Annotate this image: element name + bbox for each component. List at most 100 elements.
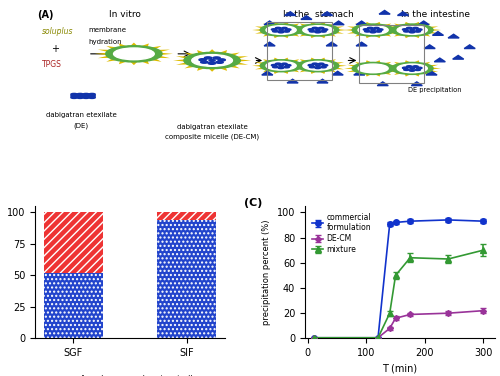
Circle shape — [308, 29, 314, 30]
Circle shape — [297, 24, 339, 36]
Text: In the intestine: In the intestine — [400, 10, 469, 19]
Circle shape — [368, 27, 373, 29]
Circle shape — [297, 60, 339, 72]
Y-axis label: percentage of DE (%): percentage of DE (%) — [0, 227, 2, 317]
Circle shape — [402, 29, 408, 30]
Polygon shape — [289, 58, 347, 74]
Legend: free drug, drug in micelle: free drug, drug in micelle — [60, 372, 200, 376]
Circle shape — [209, 59, 215, 61]
Circle shape — [312, 63, 318, 65]
Circle shape — [310, 66, 315, 68]
Bar — [44, 273, 103, 338]
Text: In the  stomach: In the stomach — [282, 10, 354, 19]
Circle shape — [89, 95, 96, 97]
Circle shape — [278, 31, 283, 33]
Circle shape — [260, 24, 302, 36]
Circle shape — [282, 27, 287, 29]
Circle shape — [83, 95, 89, 97]
Text: (C): (C) — [244, 198, 262, 208]
Bar — [158, 212, 216, 220]
Circle shape — [404, 69, 409, 70]
Circle shape — [364, 29, 369, 30]
Bar — [44, 212, 103, 273]
Circle shape — [320, 66, 326, 68]
Circle shape — [272, 66, 278, 68]
Text: membrane: membrane — [88, 27, 126, 33]
Polygon shape — [332, 71, 343, 75]
Circle shape — [286, 65, 291, 66]
Circle shape — [266, 61, 296, 70]
Polygon shape — [383, 60, 441, 77]
Circle shape — [77, 97, 84, 99]
Circle shape — [213, 57, 220, 59]
Circle shape — [310, 30, 315, 32]
Polygon shape — [356, 21, 367, 25]
Circle shape — [218, 59, 226, 61]
Polygon shape — [464, 45, 475, 49]
Circle shape — [374, 27, 379, 29]
Polygon shape — [354, 71, 365, 75]
Circle shape — [276, 63, 281, 65]
Circle shape — [279, 65, 283, 67]
Circle shape — [397, 26, 428, 34]
Text: dabigatran etexilate: dabigatran etexilate — [176, 124, 248, 130]
Polygon shape — [424, 45, 435, 49]
Circle shape — [204, 57, 212, 59]
Circle shape — [284, 30, 290, 32]
Circle shape — [83, 93, 89, 95]
Circle shape — [89, 97, 96, 99]
Text: In vitro: In vitro — [109, 10, 140, 19]
Polygon shape — [285, 12, 296, 15]
Circle shape — [286, 29, 291, 30]
Circle shape — [415, 69, 420, 71]
Circle shape — [272, 30, 278, 32]
Circle shape — [71, 93, 78, 95]
Circle shape — [410, 68, 414, 69]
Circle shape — [316, 29, 320, 31]
Circle shape — [406, 66, 412, 67]
Circle shape — [402, 67, 408, 69]
Polygon shape — [326, 42, 337, 46]
Circle shape — [410, 29, 414, 31]
Polygon shape — [344, 60, 402, 77]
Circle shape — [106, 46, 162, 62]
Polygon shape — [262, 71, 273, 75]
Circle shape — [284, 66, 290, 68]
Circle shape — [266, 26, 296, 34]
Polygon shape — [379, 11, 390, 14]
Text: dabigatran etexilate: dabigatran etexilate — [46, 112, 117, 118]
Circle shape — [83, 97, 89, 99]
Circle shape — [312, 27, 318, 29]
Circle shape — [308, 64, 314, 66]
Text: hydration: hydration — [88, 39, 122, 45]
Circle shape — [216, 61, 223, 63]
Circle shape — [192, 55, 232, 66]
Circle shape — [77, 95, 84, 97]
Polygon shape — [344, 22, 402, 38]
Circle shape — [358, 64, 388, 73]
Text: (A): (A) — [38, 10, 54, 20]
Circle shape — [322, 65, 328, 66]
X-axis label: T (min): T (min) — [382, 364, 418, 374]
Circle shape — [89, 93, 96, 95]
Circle shape — [318, 63, 324, 65]
Circle shape — [376, 30, 382, 32]
Circle shape — [71, 95, 78, 97]
Polygon shape — [398, 12, 408, 15]
Polygon shape — [432, 32, 444, 35]
Circle shape — [71, 97, 78, 99]
Polygon shape — [418, 21, 429, 25]
Circle shape — [397, 64, 428, 73]
Circle shape — [415, 30, 420, 32]
Circle shape — [352, 24, 394, 36]
Text: (DE): (DE) — [74, 122, 88, 129]
Polygon shape — [356, 42, 367, 46]
Polygon shape — [317, 79, 328, 83]
Circle shape — [200, 61, 208, 63]
Circle shape — [416, 29, 422, 30]
Polygon shape — [252, 58, 310, 74]
Polygon shape — [448, 34, 459, 38]
Y-axis label: precipitation percent (%): precipitation percent (%) — [262, 220, 272, 325]
Circle shape — [406, 27, 412, 29]
Circle shape — [272, 64, 277, 66]
